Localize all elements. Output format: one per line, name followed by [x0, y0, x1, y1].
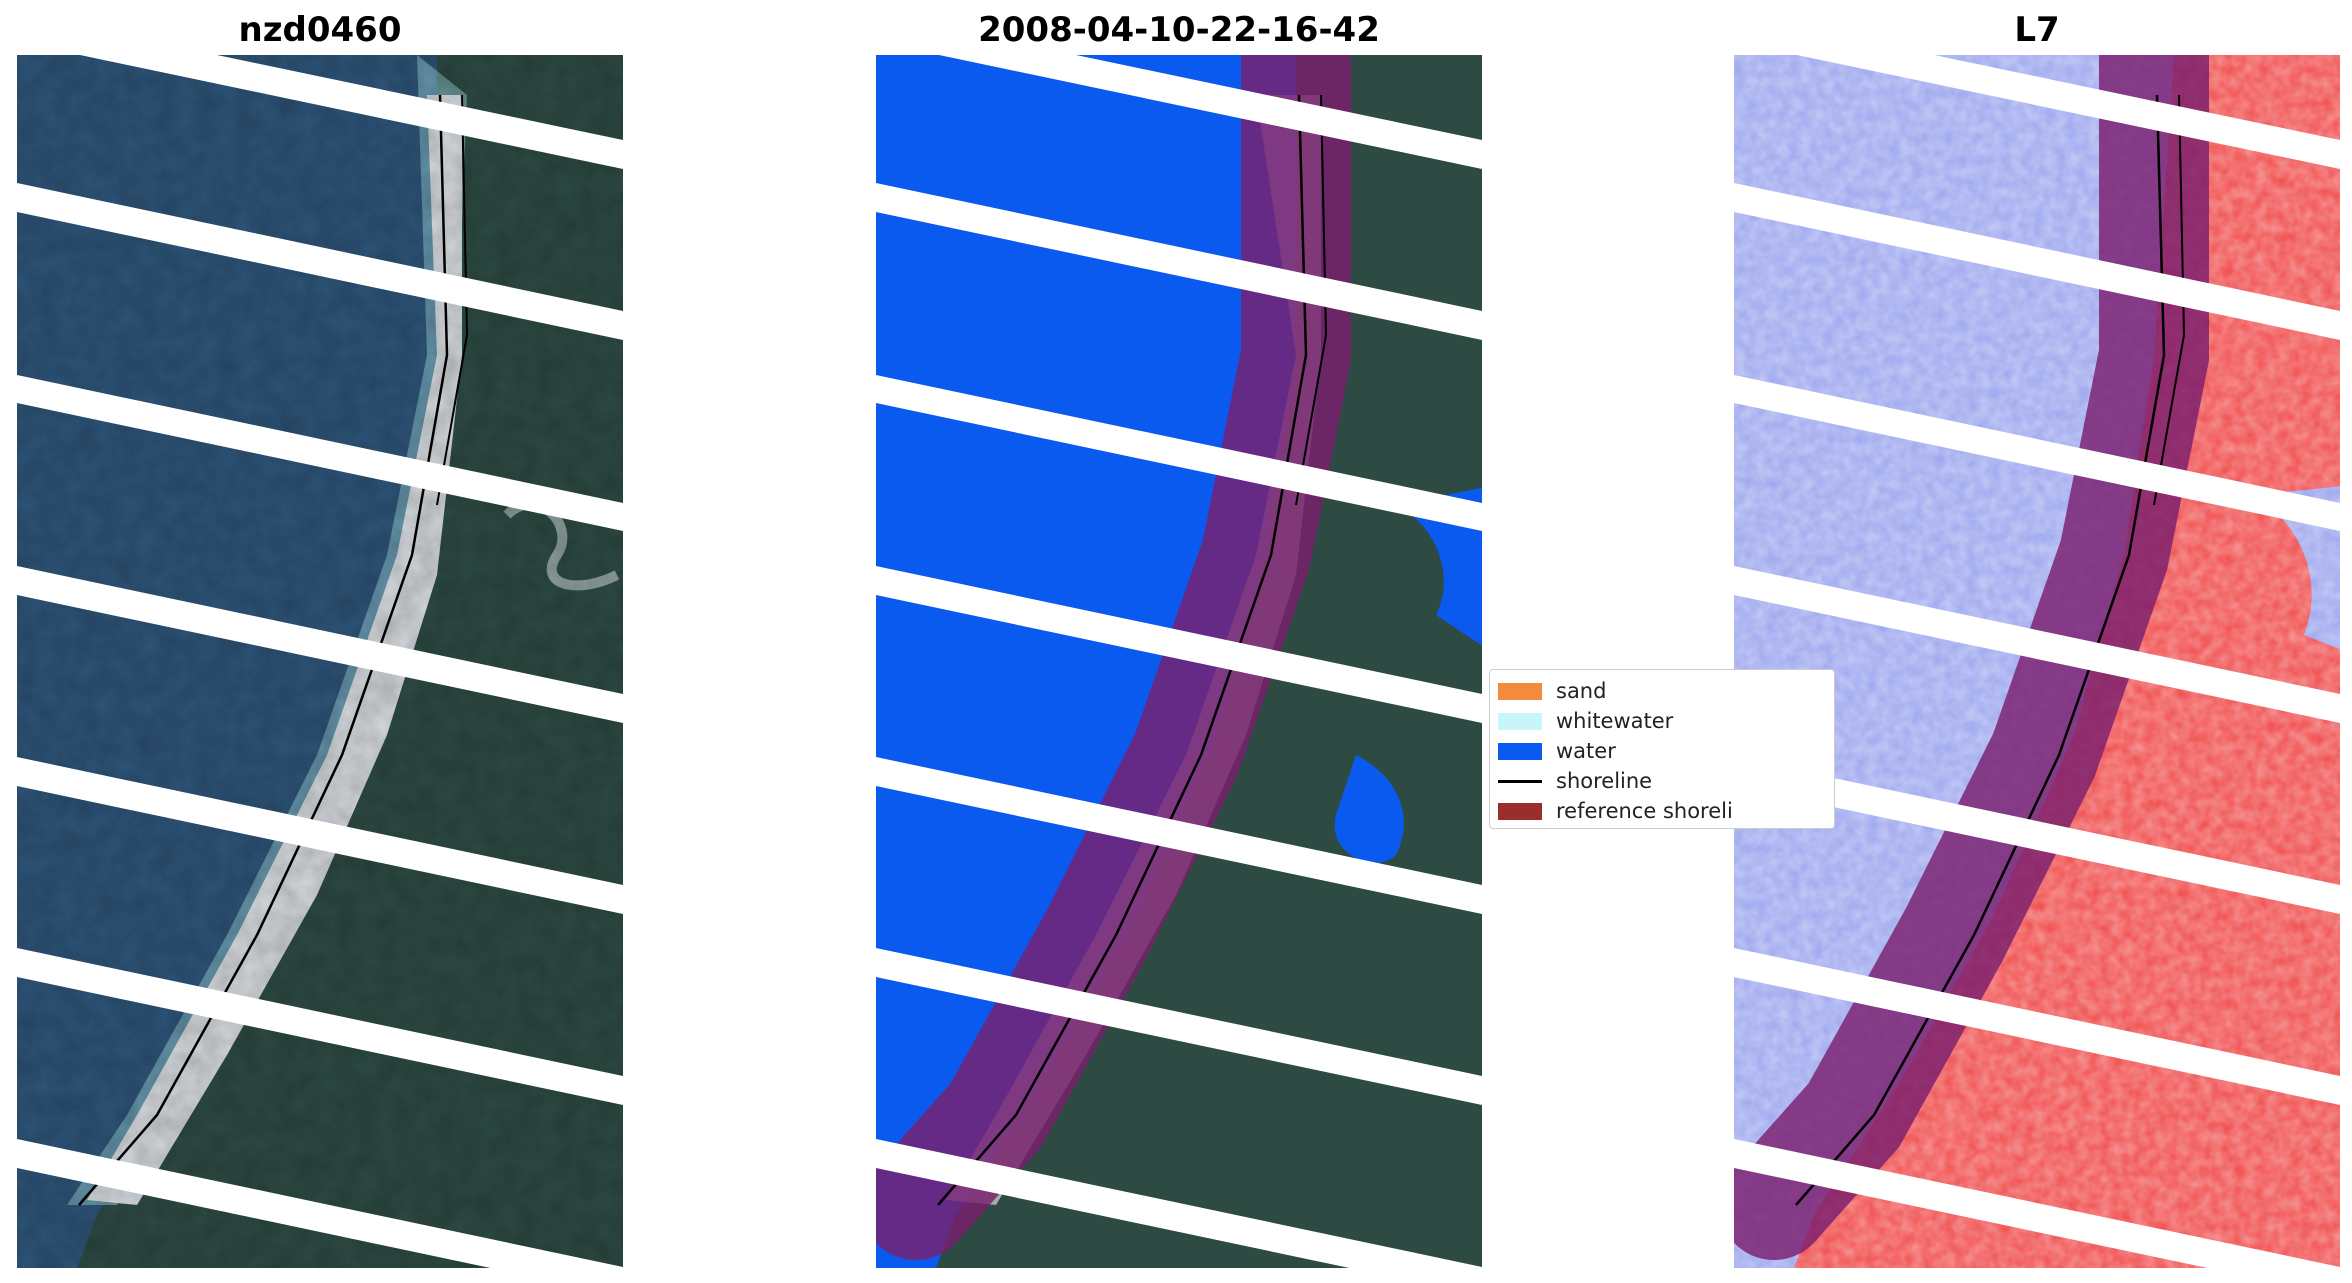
legend-label-whitewater: whitewater: [1556, 709, 1674, 733]
river-water-class: [1396, 487, 1482, 646]
lagoon-water-class: [1334, 755, 1404, 863]
panel-title-classification: 2008-04-10-22-16-42: [978, 10, 1380, 50]
legend: sand whitewater water shoreline referenc…: [1489, 669, 1835, 829]
rgb-image-panel: [17, 55, 623, 1268]
rgb-image: [17, 55, 623, 1268]
image-texture: [17, 55, 623, 1268]
legend-swatch-water: [1498, 742, 1542, 760]
scan-line-gaps: [876, 55, 1482, 1268]
legend-item-shoreline: shoreline: [1490, 766, 1834, 796]
legend-swatch-sand: [1498, 682, 1542, 700]
legend-label-shoreline: shoreline: [1556, 769, 1653, 793]
legend-swatch-reference-shoreline: [1498, 802, 1542, 820]
panel-title-rgb: nzd0460: [238, 10, 402, 50]
reference-shoreline-buffer: [876, 55, 1351, 1260]
index-image: [1734, 55, 2340, 1268]
legend-label-reference-shoreline: reference shoreli: [1556, 799, 1733, 823]
panel-title-index: L7: [2014, 10, 2060, 50]
scan-line-gaps: [1734, 55, 2340, 1268]
legend-label-water: water: [1556, 739, 1616, 763]
legend-item-sand: sand: [1490, 676, 1834, 706]
legend-item-whitewater: whitewater: [1490, 706, 1834, 736]
shoreline-line: [1795, 94, 2166, 1206]
shoreline-line: [937, 94, 1308, 1206]
legend-item-water: water: [1490, 736, 1834, 766]
classification-panel: [876, 55, 1482, 1268]
classification-image: [876, 55, 1482, 1268]
legend-item-reference-shoreline: reference shoreli: [1490, 796, 1834, 826]
index-panel: [1734, 55, 2340, 1268]
shoreline-line-secondary: [1295, 94, 1328, 506]
legend-label-sand: sand: [1556, 679, 1607, 703]
reference-shoreline-buffer: [1734, 55, 2209, 1260]
scan-line-gaps: [17, 55, 623, 1268]
shoreline-line-secondary: [2153, 94, 2186, 506]
legend-swatch-whitewater: [1498, 712, 1542, 730]
legend-line-shoreline: [1498, 779, 1542, 783]
